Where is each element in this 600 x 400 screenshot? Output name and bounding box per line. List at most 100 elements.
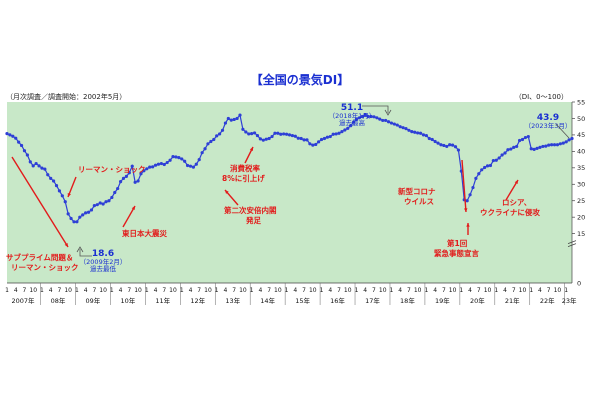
data-point [328, 134, 332, 139]
x-year-label: 2007年 [11, 296, 35, 305]
x-month-tick-label: 1 [75, 287, 79, 294]
data-point [296, 136, 300, 140]
event-arrows [11, 146, 519, 248]
x-year-label: 14年 [260, 296, 275, 305]
data-point [386, 120, 391, 124]
data-point [107, 199, 111, 203]
data-point [311, 143, 315, 147]
x-month-tick-label: 7 [92, 287, 96, 294]
data-point [483, 165, 487, 170]
x-month-tick-label: 4 [468, 287, 472, 294]
data-point [121, 176, 126, 180]
event-abe-label-2: 発足 [245, 215, 261, 225]
data-point [349, 124, 353, 128]
data-point [564, 140, 568, 144]
x-year-label: 08年 [51, 296, 66, 305]
data-point [290, 133, 295, 138]
x-month-tick-label: 4 [154, 287, 158, 294]
x-month-tick-label: 1 [494, 287, 498, 294]
data-point [185, 163, 190, 168]
data-point [25, 153, 29, 157]
event-ukraine-arrow [505, 179, 519, 201]
annotation-min: 18.6 （2009年2月） 過去最低 [76, 246, 126, 273]
x-month-tick-label: 4 [398, 287, 402, 294]
event-subprime-arrow [11, 156, 69, 248]
event-ukraine-label-2: ウクライナに侵攻 [480, 207, 540, 217]
data-point [287, 133, 292, 137]
data-point [305, 138, 309, 142]
data-point [78, 215, 82, 219]
data-point [153, 163, 158, 167]
data-point [369, 114, 373, 119]
x-month-tick-label: 10 [309, 287, 317, 294]
data-point [209, 139, 213, 144]
x-month-tick-label: 7 [58, 287, 62, 294]
data-point [8, 133, 12, 137]
data-point [407, 128, 411, 132]
data-point [212, 137, 216, 142]
x-year-label: 11年 [155, 296, 170, 305]
data-point [220, 128, 225, 132]
data-point [63, 200, 67, 204]
data-point [86, 210, 91, 214]
data-point [416, 131, 420, 135]
x-month-tick-label: 10 [169, 287, 177, 294]
x-month-tick-label: 10 [379, 287, 387, 294]
x-month-tick-label: 7 [162, 287, 166, 294]
data-point [351, 120, 356, 124]
x-month-tick-label: 10 [64, 287, 72, 294]
x-month-tick-label: 10 [274, 287, 282, 294]
x-year-label: 15年 [295, 296, 310, 305]
data-point [247, 132, 251, 136]
data-point [241, 127, 245, 131]
data-point [308, 142, 312, 146]
data-point [401, 126, 405, 130]
x-month-tick-label: 4 [328, 287, 332, 294]
data-point [98, 201, 102, 205]
data-point [381, 118, 385, 123]
data-point [558, 142, 562, 146]
data-point [334, 132, 338, 136]
data-point [203, 147, 207, 151]
data-point [75, 220, 79, 224]
x-month-tick-label: 4 [49, 287, 53, 294]
data-point [372, 115, 376, 119]
data-point [494, 158, 498, 162]
data-point [110, 195, 114, 200]
data-point [497, 156, 501, 160]
y-tick-label: 35 [577, 164, 585, 172]
data-point [226, 116, 230, 121]
data-point [270, 134, 274, 139]
data-point [520, 137, 525, 142]
data-point [331, 132, 335, 136]
data-point [398, 125, 402, 129]
x-year-label: 17年 [365, 296, 380, 305]
x-month-tick-label: 10 [414, 287, 422, 294]
data-point [54, 183, 59, 188]
data-point [322, 136, 327, 141]
data-point [532, 147, 536, 151]
x-year-label: 20年 [470, 296, 485, 305]
plot-area-background [7, 102, 572, 283]
annotation-max-value: 51.1 [341, 103, 363, 113]
x-month-tick-label: 4 [363, 287, 367, 294]
event-covid: 新型コロナ ウイルス [398, 186, 436, 206]
data-point [17, 140, 21, 144]
data-point [127, 171, 131, 175]
data-point [418, 131, 423, 135]
annotation-max-arrow [362, 105, 389, 113]
data-point [395, 123, 399, 127]
x-month-tick-label: 4 [14, 287, 18, 294]
chart-title: 【全国の景気DI】 [251, 72, 349, 87]
data-point [474, 176, 478, 180]
data-point [19, 143, 24, 148]
data-point [450, 143, 455, 147]
data-point [477, 172, 481, 176]
data-point [538, 145, 542, 150]
x-month-tick-label: 1 [459, 287, 463, 294]
data-point [567, 138, 571, 142]
x-year-label: 22年 [540, 296, 555, 305]
data-point [142, 169, 146, 173]
annotation-min-arrow [79, 249, 92, 257]
data-point [92, 204, 96, 208]
